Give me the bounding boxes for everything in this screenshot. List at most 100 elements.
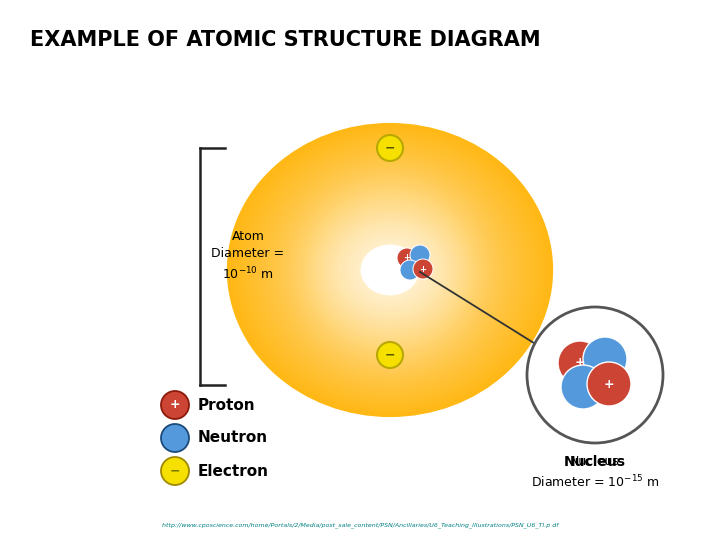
Ellipse shape: [312, 197, 468, 343]
Text: −: −: [384, 141, 395, 154]
Ellipse shape: [328, 215, 452, 325]
Text: Electron: Electron: [198, 463, 269, 478]
Circle shape: [561, 365, 605, 409]
Ellipse shape: [320, 207, 459, 333]
Ellipse shape: [256, 145, 524, 395]
Ellipse shape: [335, 221, 445, 319]
Ellipse shape: [261, 150, 518, 390]
Ellipse shape: [316, 202, 464, 338]
Ellipse shape: [244, 137, 536, 403]
Ellipse shape: [367, 249, 413, 291]
Ellipse shape: [241, 134, 539, 406]
Text: +: +: [420, 265, 426, 273]
Ellipse shape: [275, 160, 505, 380]
Circle shape: [161, 391, 189, 419]
Ellipse shape: [282, 166, 498, 374]
Ellipse shape: [378, 259, 402, 281]
Ellipse shape: [309, 194, 471, 346]
Ellipse shape: [319, 205, 461, 335]
Text: Atom
Diameter =
$10^{-10}$ m: Atom Diameter = $10^{-10}$ m: [212, 230, 284, 282]
Ellipse shape: [352, 237, 428, 303]
Ellipse shape: [259, 147, 521, 393]
Ellipse shape: [299, 182, 481, 358]
Ellipse shape: [300, 184, 480, 356]
Text: Neutron: Neutron: [198, 430, 268, 445]
Ellipse shape: [251, 141, 530, 399]
Text: +: +: [170, 399, 180, 411]
Ellipse shape: [382, 262, 398, 278]
Ellipse shape: [361, 244, 419, 296]
Ellipse shape: [313, 199, 467, 341]
Ellipse shape: [310, 195, 469, 345]
Circle shape: [400, 260, 420, 280]
Ellipse shape: [270, 156, 510, 384]
Text: http://www.cposcience.com/home/Portals/2/Media/post_sale_content/PSN/Ancillaries: http://www.cposcience.com/home/Portals/2…: [162, 522, 558, 528]
Circle shape: [410, 245, 430, 265]
Ellipse shape: [297, 180, 483, 360]
Circle shape: [397, 248, 417, 268]
Ellipse shape: [286, 170, 494, 370]
Circle shape: [583, 337, 627, 381]
Ellipse shape: [279, 164, 500, 376]
Ellipse shape: [307, 192, 472, 348]
Ellipse shape: [302, 186, 478, 354]
Text: Nucleus
Diameter = $10^{-15}$ m: Nucleus Diameter = $10^{-15}$ m: [531, 455, 660, 490]
Ellipse shape: [341, 226, 440, 314]
Ellipse shape: [305, 189, 475, 351]
Text: +: +: [603, 377, 614, 390]
Ellipse shape: [365, 247, 415, 293]
Ellipse shape: [315, 200, 465, 340]
Ellipse shape: [253, 143, 527, 397]
Circle shape: [161, 457, 189, 485]
Text: Nucleus: Nucleus: [564, 455, 626, 469]
Ellipse shape: [344, 230, 436, 310]
Ellipse shape: [284, 167, 496, 373]
Ellipse shape: [292, 175, 488, 365]
Ellipse shape: [359, 242, 421, 298]
Text: +: +: [403, 253, 410, 262]
Ellipse shape: [376, 256, 404, 284]
Circle shape: [527, 307, 663, 443]
Ellipse shape: [348, 233, 432, 307]
Ellipse shape: [325, 212, 455, 328]
Text: +: +: [575, 356, 585, 369]
Ellipse shape: [346, 232, 434, 308]
Ellipse shape: [227, 123, 553, 417]
Circle shape: [587, 362, 631, 406]
Circle shape: [413, 259, 433, 279]
Ellipse shape: [318, 204, 462, 336]
Ellipse shape: [356, 240, 423, 300]
Ellipse shape: [307, 191, 474, 349]
Ellipse shape: [290, 173, 490, 367]
Ellipse shape: [354, 239, 426, 301]
Text: Proton: Proton: [198, 397, 256, 413]
Circle shape: [377, 342, 403, 368]
Ellipse shape: [331, 218, 449, 322]
Ellipse shape: [326, 213, 454, 327]
Ellipse shape: [295, 179, 485, 361]
Ellipse shape: [264, 152, 516, 388]
Text: EXAMPLE OF ATOMIC STRUCTURE DIAGRAM: EXAMPLE OF ATOMIC STRUCTURE DIAGRAM: [30, 30, 541, 50]
Circle shape: [161, 424, 189, 452]
Ellipse shape: [304, 187, 477, 353]
Circle shape: [558, 341, 602, 385]
Ellipse shape: [350, 235, 430, 305]
Ellipse shape: [272, 158, 508, 382]
Ellipse shape: [323, 210, 456, 330]
Ellipse shape: [267, 154, 513, 386]
Ellipse shape: [238, 132, 541, 408]
Ellipse shape: [374, 255, 406, 285]
Ellipse shape: [330, 217, 451, 323]
Ellipse shape: [372, 253, 408, 287]
Ellipse shape: [336, 223, 444, 317]
Ellipse shape: [342, 228, 438, 312]
Text: −: −: [384, 348, 395, 361]
Ellipse shape: [230, 125, 550, 415]
Ellipse shape: [363, 246, 417, 294]
Ellipse shape: [322, 208, 458, 332]
Ellipse shape: [277, 162, 503, 378]
Ellipse shape: [235, 130, 544, 410]
Ellipse shape: [233, 127, 547, 413]
Ellipse shape: [380, 260, 400, 280]
Text: −: −: [170, 464, 180, 477]
